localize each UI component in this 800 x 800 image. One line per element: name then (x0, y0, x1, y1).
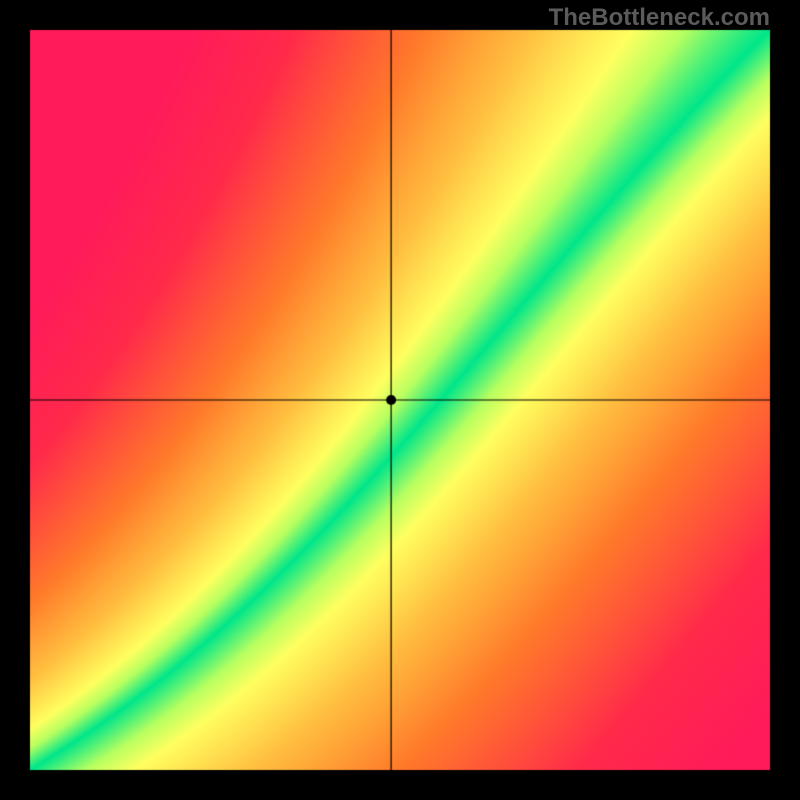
watermark-text: TheBottleneck.com (549, 4, 770, 32)
chart-container: TheBottleneck.com (0, 0, 800, 800)
bottleneck-heatmap (0, 0, 800, 800)
